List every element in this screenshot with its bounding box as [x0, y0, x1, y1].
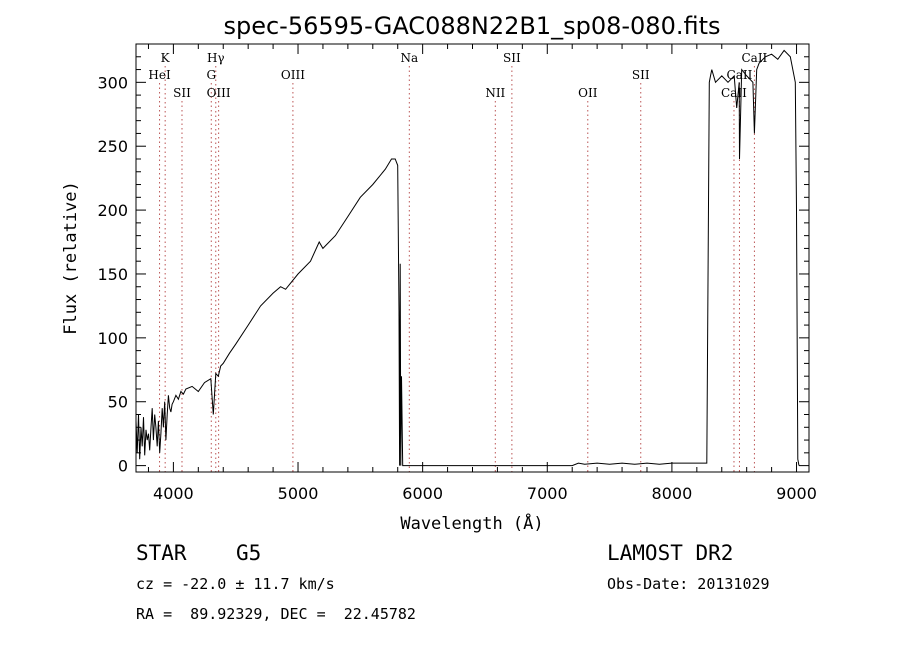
- object-class: STAR: [136, 541, 187, 565]
- line-marker-label: NII: [485, 86, 505, 100]
- line-marker-label: OIII: [281, 68, 305, 82]
- line-marker-label: SII: [173, 86, 191, 100]
- spectrum-line: [135, 49, 800, 467]
- line-markers: [159, 66, 755, 472]
- line-marker-label: HeI: [148, 68, 171, 82]
- x-tick-label: 4000: [153, 484, 194, 503]
- x-tick-label: 6000: [402, 484, 443, 503]
- chart-title: spec-56595-GAC088N22B1_sp08-080.fits: [223, 12, 720, 40]
- y-tick-label: 300: [97, 73, 128, 92]
- y-tick-label: 50: [108, 393, 128, 412]
- x-axis-label: Wavelength (Å): [400, 512, 543, 534]
- y-tick-label: 100: [97, 329, 128, 348]
- x-tick-label: 5000: [278, 484, 319, 503]
- x-tick-label: 7000: [527, 484, 568, 503]
- line-marker-label: OII: [578, 86, 598, 100]
- x-tick-label: 8000: [652, 484, 693, 503]
- y-tick-label: 0: [118, 457, 128, 476]
- y-axis-label: Flux (relative): [61, 181, 81, 335]
- y-tick-label: 200: [97, 201, 128, 220]
- line-marker-label: SII: [632, 68, 650, 82]
- line-marker-label: K: [161, 51, 171, 65]
- x-tick-label: 9000: [776, 484, 817, 503]
- observation-date: Obs-Date: 20131029: [607, 575, 770, 593]
- sky-coordinates: RA = 89.92329, DEC = 22.45782: [136, 605, 416, 623]
- line-marker-label: CaII: [727, 68, 753, 82]
- survey-name: LAMOST DR2: [607, 541, 734, 565]
- line-marker-label: G: [206, 68, 216, 82]
- line-marker-label: Na: [400, 51, 418, 65]
- y-tick-label: 250: [97, 137, 128, 156]
- line-marker-label: CaII: [741, 51, 767, 65]
- line-marker-label: OIII: [207, 86, 231, 100]
- line-marker-label: Hγ: [207, 51, 225, 65]
- x-axis: 4000 5000 6000 7000 8000 9000: [147, 44, 817, 503]
- line-marker-label: SII: [503, 51, 521, 65]
- y-tick-label: 150: [97, 265, 128, 284]
- redshift-velocity: cz = -22.0 ± 11.7 km/s: [136, 575, 335, 593]
- y-axis: 0 50 100 150 200 250 300: [97, 56, 809, 476]
- object-subclass: G5: [236, 541, 262, 565]
- line-marker-label: CaII: [721, 86, 747, 100]
